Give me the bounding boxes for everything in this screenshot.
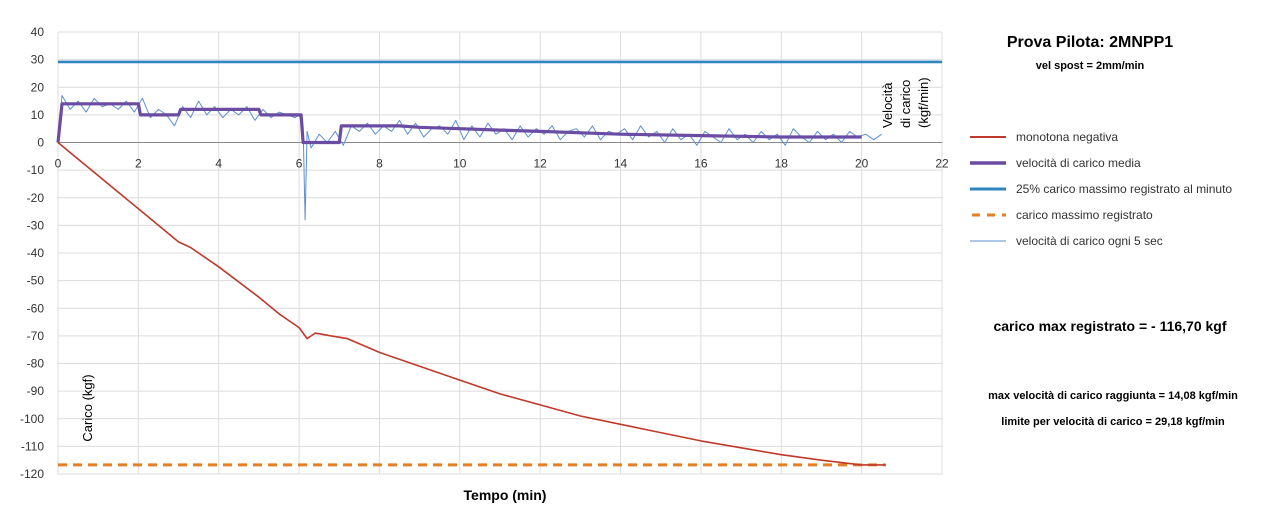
x-tick-label: 10 xyxy=(453,157,467,171)
series-line-4 xyxy=(57,95,882,221)
x-tick-label: 6 xyxy=(296,157,303,171)
y-tick-label: -50 xyxy=(27,274,45,288)
y-tick-label: -80 xyxy=(27,357,45,371)
legend-label: velocità di carico ogni 5 sec xyxy=(1016,234,1163,248)
y-tick-label: 20 xyxy=(31,80,45,94)
legend: monotona negativa velocità di carico med… xyxy=(968,124,1232,254)
right-axis-title-line1: Velocità xyxy=(880,82,895,128)
x-tick-label: 2 xyxy=(135,157,142,171)
y-tick-label: -120 xyxy=(20,467,44,481)
x-tick-label: 18 xyxy=(775,157,789,171)
x-tick-label: 16 xyxy=(694,157,708,171)
chart-title: Prova Pilota: 2MNPP1 xyxy=(1006,34,1174,51)
legend-item: velocità di carico ogni 5 sec xyxy=(968,228,1232,254)
legend-label: velocità di carico media xyxy=(1016,156,1141,170)
legend-item: 25% carico massimo registrato al minuto xyxy=(968,176,1232,202)
speed-limit-annotation: limite per velocità di carico = 29,18 kg… xyxy=(1001,416,1225,428)
legend-item: monotona negativa xyxy=(968,124,1232,150)
y-tick-label: 30 xyxy=(31,53,45,67)
max-speed-annotation: max velocità di carico raggiunta = 14,08… xyxy=(988,390,1238,402)
y-tick-label: -70 xyxy=(27,329,45,343)
y-tick-label: -100 xyxy=(20,412,44,426)
legend-swatch xyxy=(968,130,1008,144)
legend-label: monotona negativa xyxy=(1016,130,1119,144)
x-tick-label: 8 xyxy=(376,157,383,171)
y-tick-label: -110 xyxy=(21,439,44,453)
y-tick-label: -60 xyxy=(27,301,45,315)
series-layer xyxy=(56,60,942,467)
x-tick-label: 4 xyxy=(215,157,222,171)
legend-swatch xyxy=(968,182,1008,196)
y-tick-label: -90 xyxy=(27,384,45,398)
x-tick-label: 22 xyxy=(935,157,949,171)
x-tick-label: 0 xyxy=(55,157,62,171)
x-axis-title: Tempo (min) xyxy=(464,487,547,503)
right-axis-title-line2: di carico xyxy=(898,80,913,128)
max-load-annotation: carico max registrato = - 116,70 kgf xyxy=(993,318,1227,334)
right-axis-title-line3: (kgf/min) xyxy=(916,77,931,128)
x-tick-label: 20 xyxy=(855,157,869,171)
x-tick-label: 12 xyxy=(534,157,548,171)
y-tick-label: -10 xyxy=(27,163,45,177)
legend-label: 25% carico massimo registrato al minuto xyxy=(1016,182,1233,196)
legend-item: carico massimo registrato xyxy=(968,202,1232,228)
y-tick-label: 0 xyxy=(37,136,44,150)
y-tick-labels: 40 30 20 10 0 -10 -20 -30 -40 -50 -60 -70 -80 -90 -100… xyxy=(20,25,44,481)
series-line-0 xyxy=(57,141,886,466)
legend-item: velocità di carico media xyxy=(968,150,1232,176)
legend-swatch xyxy=(968,234,1008,248)
y-axis-title: Carico (kgf) xyxy=(80,374,95,441)
legend-label: carico massimo registrato xyxy=(1016,208,1153,222)
grid-lines xyxy=(57,31,943,475)
y-tick-label: -40 xyxy=(27,246,45,260)
legend-swatch xyxy=(968,156,1008,170)
y-tick-label: 40 xyxy=(31,25,45,39)
series-line-1 xyxy=(56,102,862,145)
y-tick-label: -20 xyxy=(27,191,45,205)
x-tick-label: 14 xyxy=(614,157,628,171)
y-tick-label: 10 xyxy=(31,108,45,122)
x-tick-labels: 0 2 4 6 8 10 12 14 16 18 20 22 xyxy=(55,157,949,171)
y-tick-label: -30 xyxy=(27,218,45,232)
legend-swatch xyxy=(968,208,1008,222)
chart-subtitle: vel spost = 2mm/min xyxy=(1035,60,1145,72)
